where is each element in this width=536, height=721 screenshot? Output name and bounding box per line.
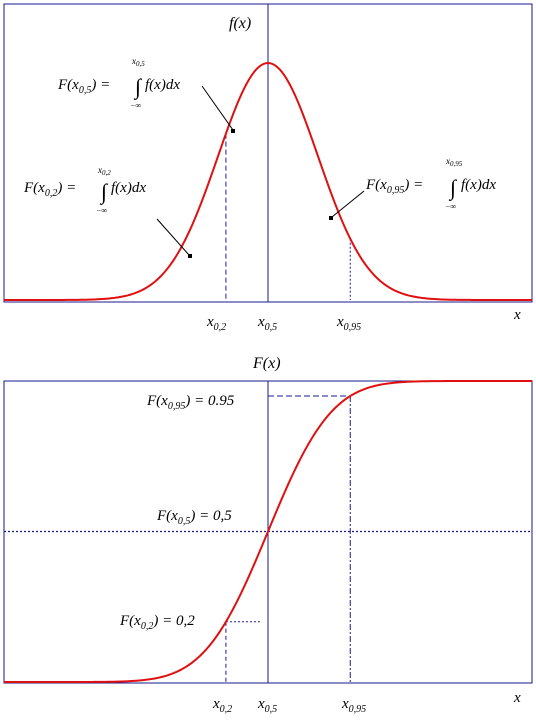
svg-text:f(x)dx: f(x)dx: [145, 77, 180, 93]
density-tick-q50: x0,5: [257, 314, 277, 333]
integral-sign: ∫: [99, 179, 109, 205]
cdf-level-q50: F(x0,5) = 0,5: [156, 508, 232, 527]
cdf-curve: [4, 380, 532, 683]
annotation-q95-integral: F(x0,95) = x0,95 ∫ −∞ f(x)dx: [329, 156, 496, 220]
annotation-q95-marker: [329, 216, 333, 220]
cdf-x-label: x: [513, 690, 521, 706]
svg-text:−∞: −∞: [445, 202, 456, 211]
density-curve: [4, 61, 532, 301]
cdf-tick-q50: x0,5: [257, 696, 277, 715]
cdf-tick-q95: x0,95: [341, 696, 366, 715]
svg-text:x0,2: x0,2: [97, 165, 111, 177]
cdf-level-q20: F(x0,2) = 0,2: [119, 613, 195, 632]
svg-text:F(x0,2) =: F(x0,2) =: [23, 180, 76, 199]
density-x-label: x: [513, 307, 521, 323]
annotation-q20-marker: [188, 254, 192, 258]
annotation-q20-integral: F(x0,2) = x0,2 ∫ −∞ f(x)dx: [23, 165, 192, 258]
integral-sign: ∫: [133, 74, 143, 100]
svg-text:F(x0,95) =: F(x0,95) =: [365, 177, 423, 196]
cdf-y-label: F(x): [252, 355, 281, 372]
density-tick-q20: x0,2: [206, 314, 226, 333]
cdf-tick-q20: x0,2: [212, 696, 232, 715]
integral-sign: ∫: [448, 175, 458, 201]
cdf-panel: F(x) x F(x0,95) = 0.95 F(x0,5) = 0,5 F(x…: [3, 355, 533, 715]
svg-text:f(x)dx: f(x)dx: [111, 180, 146, 196]
annotation-median-marker: [231, 129, 235, 133]
svg-text:x0,95: x0,95: [445, 156, 463, 168]
density-tick-q95: x0,95: [336, 314, 361, 333]
cdf-level-q95: F(x0,95) = 0.95: [146, 393, 235, 412]
svg-text:F(x0,5) =: F(x0,5) =: [57, 77, 110, 96]
svg-text:x0,5: x0,5: [131, 56, 145, 68]
svg-text:f(x)dx: f(x)dx: [461, 177, 496, 193]
annotation-median-integral: F(x0,5) = x0,5 ∫ −∞ f(x)dx: [57, 56, 235, 133]
density-y-label: f(x): [229, 15, 251, 32]
svg-text:−∞: −∞: [130, 101, 141, 110]
density-panel: f(x) x x0,2 x0,5 x0,95 F(x0,5) = x0,5 ∫ …: [3, 3, 533, 333]
svg-text:−∞: −∞: [96, 206, 107, 215]
